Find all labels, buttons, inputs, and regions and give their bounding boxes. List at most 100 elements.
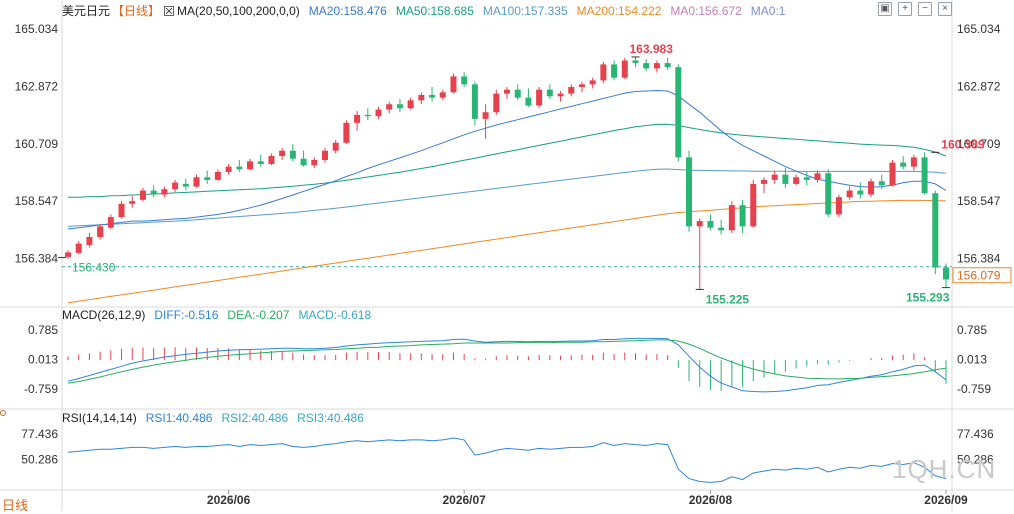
low-label-3: 155.293: [906, 291, 950, 305]
candle-body: [675, 67, 682, 158]
candle-body: [568, 87, 575, 94]
candle-body: [536, 89, 543, 106]
price-tick-right-3: 158.547: [957, 194, 1001, 208]
price-tick-right-2: 160.709: [957, 137, 1001, 151]
ma50-line: [68, 123, 947, 198]
candle-body: [643, 63, 650, 69]
symbol-name: 美元日元: [62, 4, 111, 18]
period-label[interactable]: 【日线】: [112, 4, 161, 18]
candle-body: [782, 174, 789, 184]
candle-body: [814, 173, 821, 180]
rsi-tick-right-1: 50.286: [957, 452, 994, 466]
rsi-tick-left-1: 50.286: [21, 452, 58, 466]
rsi-line: [67, 437, 947, 483]
ref-label-4: 156.430: [72, 260, 116, 274]
chart-toolbar: ▣ + − ×: [878, 2, 952, 16]
candlesticks[interactable]: [65, 56, 949, 290]
panel-handle-icon[interactable]: [0, 410, 6, 416]
watermark: 1QH.CN: [892, 454, 997, 484]
candle-body: [118, 203, 125, 218]
candle-body: [589, 80, 596, 85]
rsi1-value: RSI1:40.486: [145, 411, 213, 425]
time-axis: 2026/06 2026/07 2026/08 2026/09: [207, 490, 968, 507]
candle-body: [375, 109, 382, 117]
ma0-value-a: MA0:156.672: [670, 3, 742, 18]
candle-body: [611, 64, 618, 78]
candle-body: [793, 177, 800, 184]
candle-body: [86, 236, 93, 245]
price-tick-right-0: 165.034: [957, 22, 1001, 36]
candle-body: [728, 205, 735, 231]
candle-body: [718, 227, 725, 231]
candle-body: [225, 166, 232, 172]
candle-body: [546, 89, 553, 97]
ma0-value-b: MA0:1: [750, 3, 786, 18]
candle-body: [204, 177, 211, 180]
time-label-3: 2026/09: [924, 493, 968, 507]
candle-body: [686, 157, 693, 227]
reference-price-label: 156.079: [957, 269, 1001, 283]
period-tab[interactable]: 日线: [2, 498, 29, 513]
macd-panel: 0.785 0.785 0.013 0.013 -0.759 -0.759: [24, 323, 991, 396]
time-label-2: 2026/08: [689, 493, 733, 507]
candle-body: [268, 156, 275, 164]
candle-body: [910, 157, 917, 167]
rsi-legend: RSI(14,14,14) RSI1:40.486 RSI2:40.486 RS…: [62, 411, 373, 425]
ma50-value: MA50:158.685: [395, 3, 474, 18]
candle-body: [750, 183, 757, 227]
candle-body: [835, 197, 842, 215]
candle-body: [482, 112, 489, 119]
candle-body: [354, 114, 361, 123]
moving-averages: [67, 89, 947, 304]
candle-body: [343, 122, 350, 143]
candle-body: [471, 84, 478, 119]
macd-tick-left-2: -0.759: [24, 382, 58, 396]
ma200-value: MA200:154.222: [576, 3, 662, 18]
price-axis: 165.034 165.034 162.872 162.872 160.709 160.7…: [15, 22, 1012, 284]
candle-body: [932, 193, 939, 268]
candle-body: [97, 226, 104, 237]
ma20-value: MA20:158.476: [308, 3, 387, 18]
candle-body: [857, 190, 864, 195]
candle-body: [846, 190, 853, 198]
candle-body: [332, 142, 339, 151]
rsi-panel: 77.436 77.436 50.286 50.286: [21, 427, 994, 483]
price-tick-left-0: 165.034: [15, 22, 59, 36]
candle-body: [707, 221, 714, 228]
macd-diff-value: DIFF:-0.516: [154, 308, 219, 322]
time-label-1: 2026/07: [442, 493, 486, 507]
price-tick-right-1: 162.872: [957, 79, 1001, 93]
candle-body: [429, 94, 436, 98]
macd-value: MACD:-0.618: [298, 308, 372, 322]
candle-body: [461, 76, 468, 85]
dock-icon[interactable]: ▣: [878, 2, 892, 16]
close-icon[interactable]: ×: [938, 2, 952, 16]
candle-body: [600, 64, 607, 81]
candle-body: [632, 60, 639, 64]
candle-body: [760, 179, 767, 184]
rsi-title[interactable]: RSI(14,14,14): [62, 411, 137, 425]
candle-body: [504, 89, 510, 94]
candle-body: [439, 92, 446, 98]
candle-body: [921, 157, 928, 194]
macd-title[interactable]: MACD(26,12,9): [62, 308, 146, 322]
macd-tick-left-0: 0.785: [28, 323, 58, 337]
candle-body: [407, 100, 414, 109]
candle-body: [107, 217, 114, 228]
ma-settings-icon[interactable]: [164, 5, 175, 16]
ma-params[interactable]: MA(20,50,100,200,0,0): [177, 3, 300, 18]
zoom-out-icon[interactable]: −: [918, 2, 932, 16]
high-label-0: 163.983: [629, 42, 673, 56]
ma100-line: [67, 168, 947, 227]
zoom-in-icon[interactable]: +: [898, 2, 912, 16]
macd-tick-left-1: 0.013: [28, 353, 58, 367]
candle-body: [236, 166, 243, 170]
candle-body: [450, 76, 457, 93]
candle-body: [621, 60, 628, 78]
candle-body: [214, 171, 221, 180]
candle-body: [311, 160, 318, 166]
candle-body: [578, 84, 585, 88]
rsi3-value: RSI3:40.486: [297, 411, 364, 425]
